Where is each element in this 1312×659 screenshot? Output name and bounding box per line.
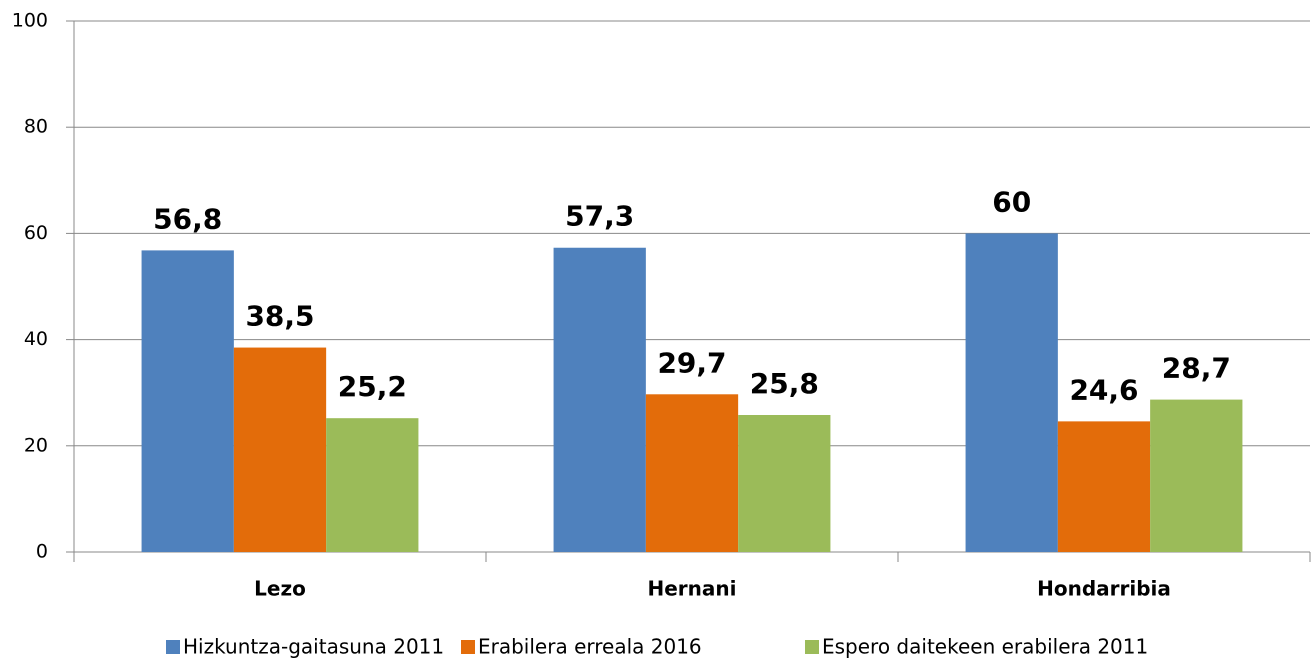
data-label: 24,6 bbox=[1069, 373, 1138, 406]
y-tick-label: 100 bbox=[12, 10, 48, 32]
y-tick-label: 40 bbox=[24, 328, 48, 350]
data-label: 29,7 bbox=[657, 346, 726, 379]
data-label: 28,7 bbox=[1162, 352, 1231, 385]
legend-label: Hizkuntza-gaitasuna 2011 bbox=[183, 635, 444, 659]
data-label: 25,8 bbox=[750, 367, 819, 400]
data-label: 60 bbox=[992, 185, 1031, 218]
y-tick-label: 0 bbox=[36, 541, 48, 563]
data-label: 57,3 bbox=[565, 200, 634, 233]
bar bbox=[553, 247, 646, 552]
legend-swatch bbox=[166, 640, 180, 654]
bar bbox=[141, 250, 234, 552]
legend-swatch bbox=[461, 640, 475, 654]
bar bbox=[233, 347, 327, 552]
y-tick-label: 60 bbox=[24, 222, 48, 244]
x-tick-label: Hondarribia bbox=[1037, 577, 1171, 601]
data-label: 25,2 bbox=[338, 370, 407, 403]
bar bbox=[1150, 399, 1243, 552]
x-tick-label: Lezo bbox=[254, 577, 306, 601]
x-tick-label: Hernani bbox=[648, 577, 737, 601]
legend-swatch bbox=[805, 640, 819, 654]
bar bbox=[1057, 421, 1151, 552]
bar bbox=[738, 415, 831, 552]
legend-label: Erabilera erreala 2016 bbox=[478, 635, 702, 659]
y-tick-label: 80 bbox=[24, 116, 48, 138]
bar bbox=[645, 394, 739, 552]
legend-label: Espero daitekeen erabilera 2011 bbox=[822, 635, 1148, 659]
data-label: 56,8 bbox=[153, 202, 222, 235]
data-label: 38,5 bbox=[245, 300, 314, 333]
y-tick-label: 20 bbox=[24, 434, 48, 456]
bar bbox=[965, 233, 1058, 552]
bar bbox=[326, 418, 419, 552]
